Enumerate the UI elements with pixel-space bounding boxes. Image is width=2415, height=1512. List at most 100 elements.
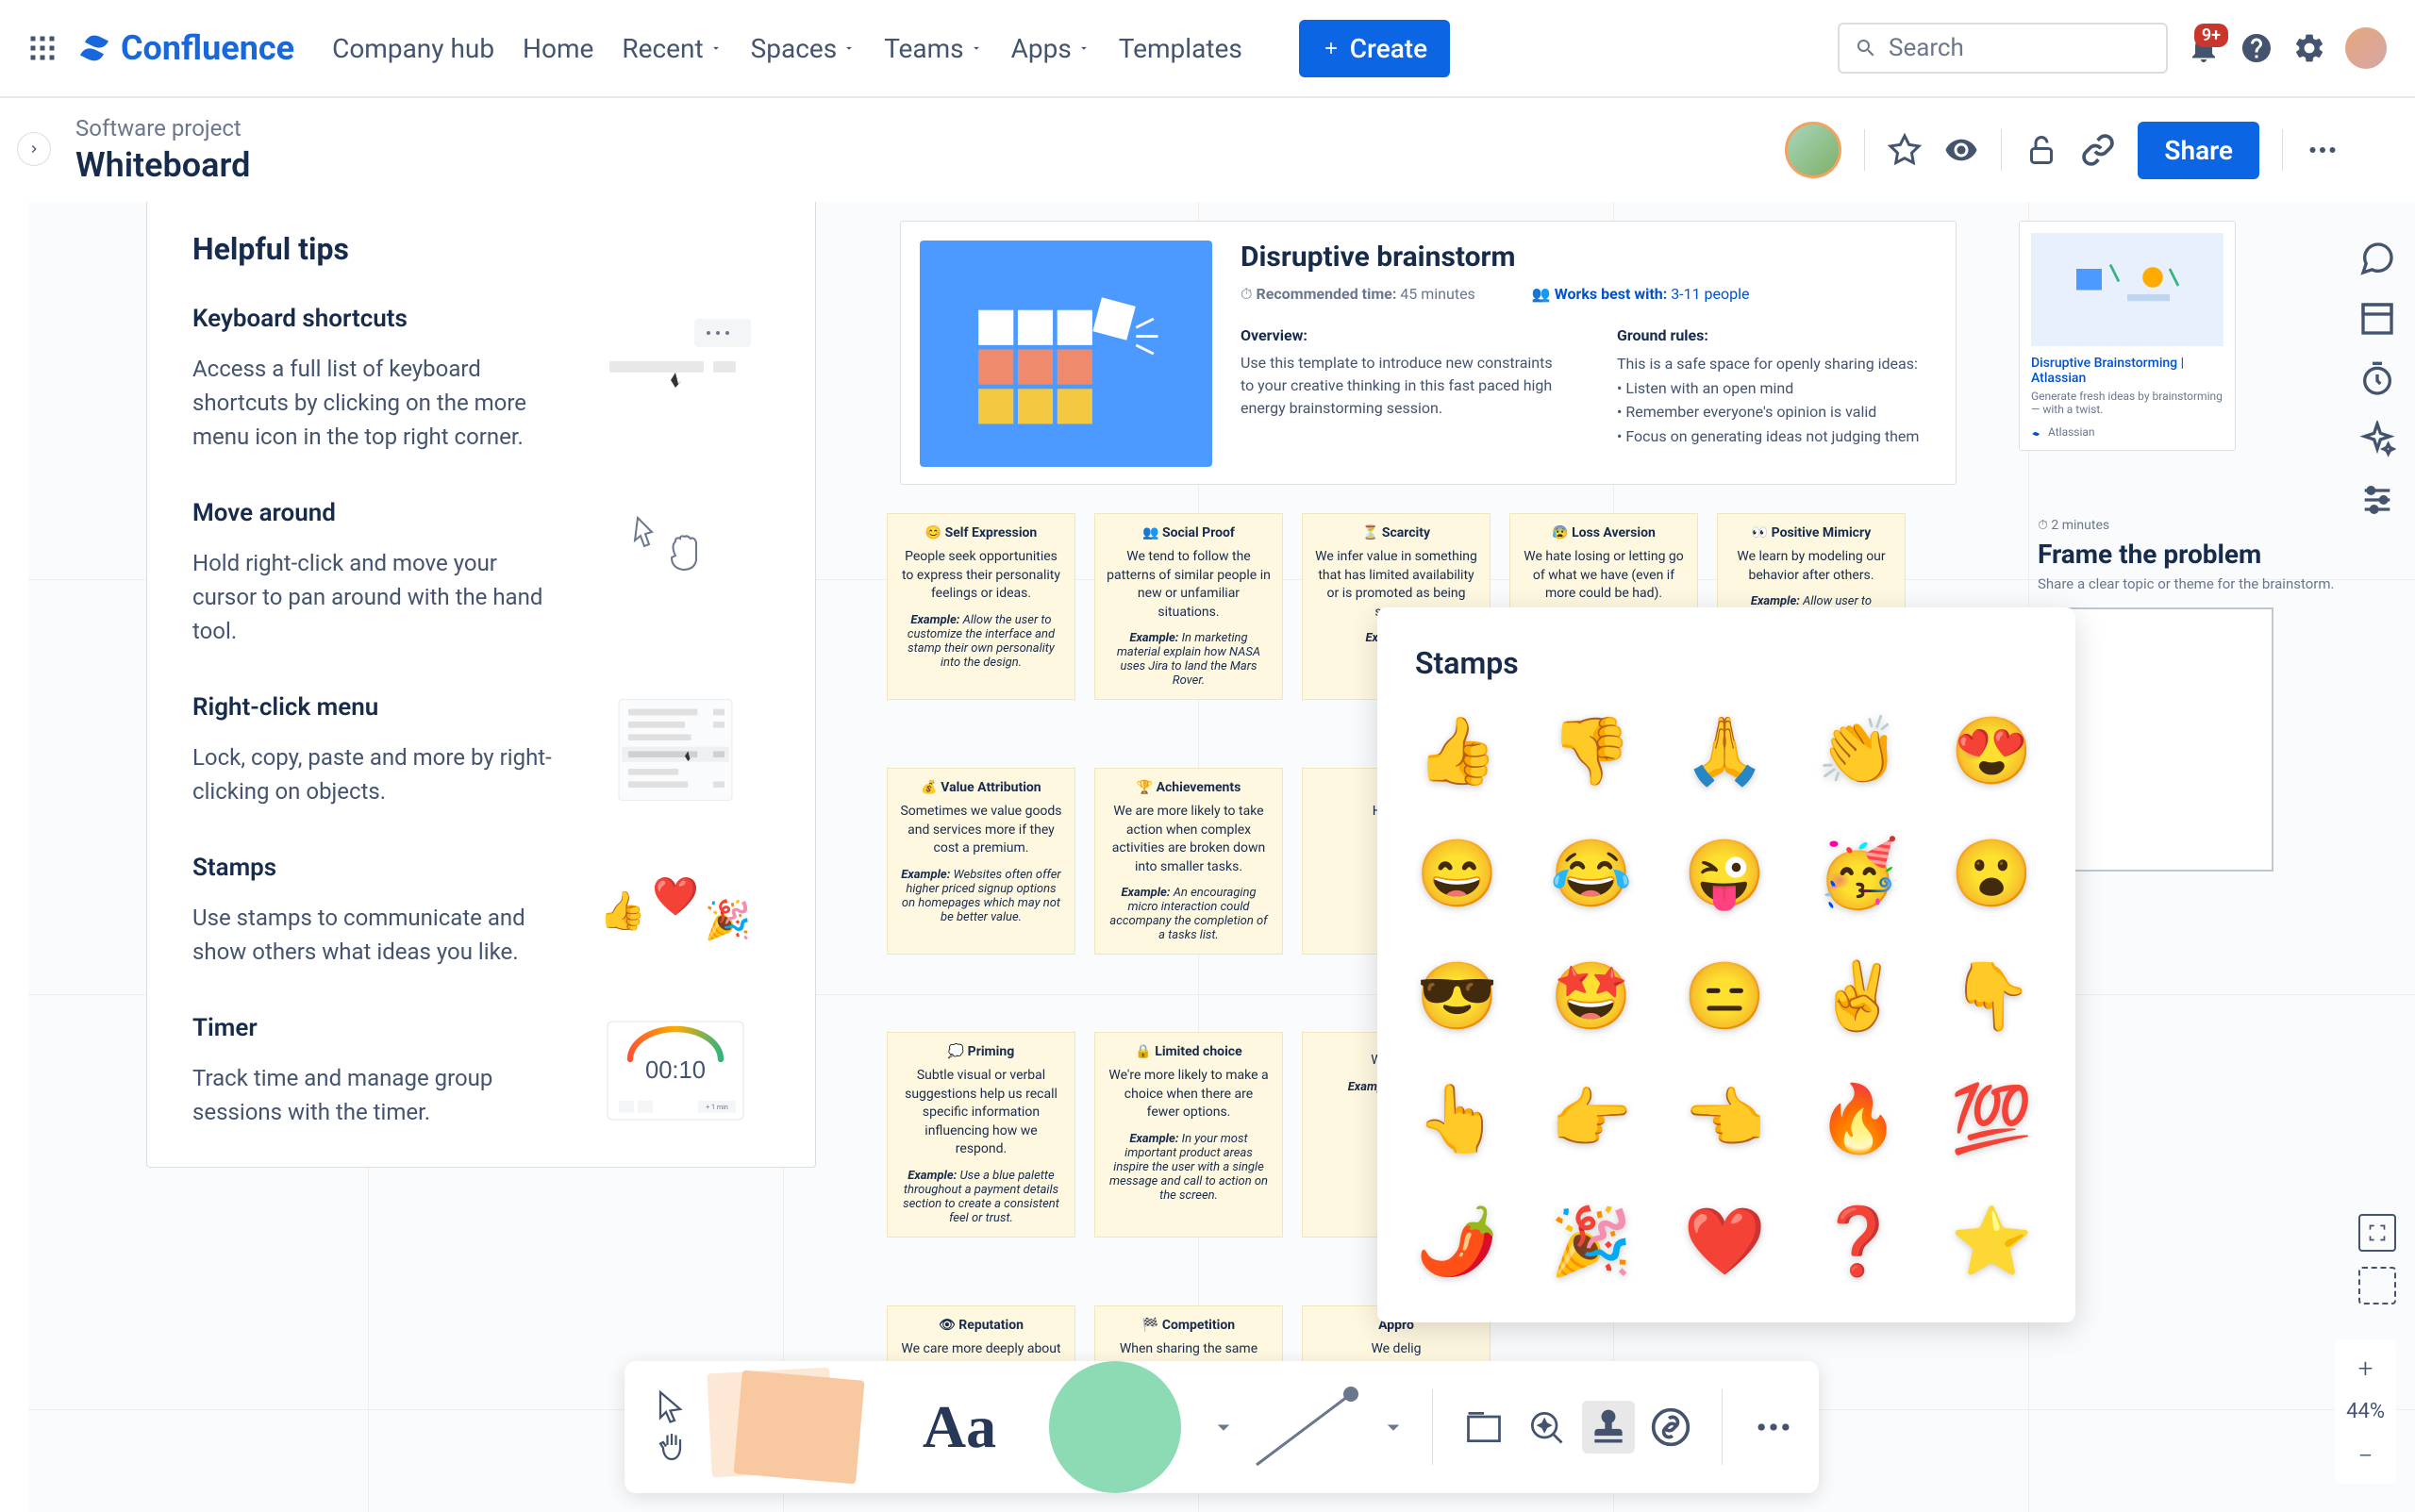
- atlassian-icon: [2031, 426, 2042, 438]
- lock-icon[interactable]: [2024, 133, 2058, 167]
- stamps-illustration: 👍❤️🎉: [581, 854, 770, 967]
- bottom-toolbar: Aa: [625, 1361, 1819, 1493]
- stamp-emoji[interactable]: 🙏: [1682, 709, 1767, 794]
- shape-tool[interactable]: [1040, 1371, 1200, 1484]
- chevron-down-icon: [842, 42, 856, 55]
- sticky-note[interactable]: 👥 Social Proof We tend to follow the pat…: [1094, 513, 1283, 700]
- stamp-emoji[interactable]: 😜: [1682, 832, 1767, 917]
- tip-right-click: Right-click menu Lock, copy, paste and m…: [192, 693, 770, 808]
- whiteboard-canvas[interactable]: Helpful tips Keyboard shortcuts Access a…: [28, 202, 2415, 1512]
- stamp-emoji[interactable]: 😑: [1682, 955, 1767, 1039]
- ai-icon[interactable]: [2358, 421, 2396, 458]
- stamp-emoji[interactable]: 👎: [1549, 709, 1634, 794]
- nav-spaces[interactable]: Spaces: [751, 33, 857, 64]
- template-link-card[interactable]: Disruptive Brainstorming | Atlassian Gen…: [2019, 221, 2236, 451]
- tip-keyboard-shortcuts: Keyboard shortcuts Access a full list of…: [192, 305, 770, 454]
- sliders-icon[interactable]: [2358, 481, 2396, 519]
- stamp-emoji[interactable]: 🔥: [1816, 1077, 1901, 1162]
- stamp-emoji[interactable]: 🌶️: [1415, 1200, 1500, 1285]
- text-tool[interactable]: Aa: [889, 1380, 1030, 1474]
- timer-illustration: 00:10+ 1 min: [581, 1014, 770, 1127]
- hand-tool-icon[interactable]: [655, 1431, 689, 1465]
- move-illustration: [581, 499, 770, 612]
- comment-icon[interactable]: [2358, 240, 2396, 277]
- shortcuts-illustration: [581, 305, 770, 418]
- zoom-in-button[interactable]: +: [2349, 1351, 2383, 1385]
- sticky-note[interactable]: 💰 Value Attribution Sometimes we value g…: [887, 768, 1075, 955]
- app-switcher-icon[interactable]: [28, 34, 57, 62]
- stamp-emoji[interactable]: 🥳: [1816, 832, 1901, 917]
- stamp-emoji[interactable]: ❤️: [1682, 1200, 1767, 1285]
- breadcrumb[interactable]: Software project: [75, 115, 250, 141]
- stamp-emoji[interactable]: ⭐: [1949, 1200, 2034, 1285]
- nav-items: Company hub Home Recent Spaces Teams App…: [332, 20, 1450, 77]
- chevron-down-icon: [970, 42, 983, 55]
- presence-avatar[interactable]: [1785, 122, 1841, 178]
- user-avatar[interactable]: [2345, 27, 2387, 69]
- stamp-emoji[interactable]: 👆: [1415, 1077, 1500, 1162]
- link-tool[interactable]: [1644, 1401, 1697, 1454]
- stamp-tool[interactable]: [1582, 1401, 1635, 1454]
- confluence-logo[interactable]: Confluence: [75, 28, 294, 68]
- search-input[interactable]: Search: [1838, 23, 2168, 74]
- create-button[interactable]: Create: [1299, 20, 1450, 77]
- nav-teams[interactable]: Teams: [884, 33, 982, 64]
- stamp-emoji[interactable]: 👍: [1415, 709, 1500, 794]
- line-tool[interactable]: [1247, 1380, 1370, 1474]
- shape-dropdown-icon[interactable]: [1209, 1413, 1238, 1441]
- stamp-emoji[interactable]: 😂: [1549, 832, 1634, 917]
- stamps-grid: 👍 👎 🙏 👏 😍 😄 😂 😜 🥳 😮 😎 🤩 😑 ✌️ 👇 👆 👉 👈 🔥 💯 🌶️ 🎉 ❤️ ❓ ⭐: [1415, 709, 2038, 1285]
- search-icon: [1855, 37, 1877, 59]
- nav-recent[interactable]: Recent: [622, 33, 722, 64]
- zoom-percentage[interactable]: 44%: [2346, 1400, 2385, 1423]
- stamp-emoji[interactable]: ❓: [1816, 1200, 1901, 1285]
- watch-icon[interactable]: [1944, 133, 1978, 167]
- tip-move-around: Move around Hold right-click and move yo…: [192, 499, 770, 648]
- link-icon[interactable]: [2081, 133, 2115, 167]
- fit-to-screen-button[interactable]: [2358, 1214, 2396, 1252]
- sticky-note[interactable]: 😊 Self Expression People seek opportunit…: [887, 513, 1075, 700]
- sticky-note[interactable]: 🔒 Limited choice We're more likely to ma…: [1094, 1032, 1283, 1238]
- sticky-note-tool[interactable]: [709, 1371, 879, 1484]
- stamp-emoji[interactable]: 👈: [1682, 1077, 1767, 1162]
- stamp-emoji[interactable]: ✌️: [1816, 955, 1901, 1039]
- nav-company-hub[interactable]: Company hub: [332, 33, 494, 64]
- zoom-out-button[interactable]: −: [2349, 1438, 2383, 1472]
- sticky-note[interactable]: 🏆 Achievements We are more likely to tak…: [1094, 768, 1283, 955]
- stamp-emoji[interactable]: 👇: [1949, 955, 2034, 1039]
- section-tool[interactable]: [1457, 1401, 1510, 1454]
- settings-icon[interactable]: [2292, 31, 2326, 65]
- nav-apps[interactable]: Apps: [1011, 33, 1091, 64]
- frame-icon[interactable]: [2358, 300, 2396, 338]
- notifications-button[interactable]: 9+: [2187, 31, 2221, 65]
- timer-icon[interactable]: [2358, 360, 2396, 398]
- stamp-emoji[interactable]: 🎉: [1549, 1200, 1634, 1285]
- line-dropdown-icon[interactable]: [1379, 1413, 1407, 1441]
- stamp-emoji[interactable]: 😎: [1415, 955, 1500, 1039]
- pointer-tool-icon[interactable]: [655, 1389, 689, 1423]
- stamp-emoji[interactable]: 😮: [1949, 832, 2034, 917]
- star-icon[interactable]: [1888, 133, 1922, 167]
- more-tools[interactable]: [1747, 1401, 1800, 1454]
- share-button[interactable]: Share: [2138, 122, 2259, 179]
- help-icon[interactable]: [2240, 31, 2273, 65]
- stamp-emoji[interactable]: 🤩: [1549, 955, 1634, 1039]
- chevron-down-icon: [709, 42, 723, 55]
- zoom-controls: + 44% −: [2335, 1339, 2396, 1484]
- more-icon[interactable]: [2306, 133, 2340, 167]
- stamp-emoji[interactable]: 😍: [1949, 709, 2034, 794]
- expand-sidebar-button[interactable]: [17, 132, 51, 166]
- brainstorm-image: [920, 241, 1212, 467]
- stamp-emoji[interactable]: 😄: [1415, 832, 1500, 917]
- chevron-down-icon: [1077, 42, 1091, 55]
- nav-templates[interactable]: Templates: [1119, 33, 1242, 64]
- stamp-emoji[interactable]: 💯: [1949, 1077, 2034, 1162]
- stamp-emoji[interactable]: 👏: [1816, 709, 1901, 794]
- smart-tool[interactable]: [1520, 1401, 1573, 1454]
- nav-home[interactable]: Home: [523, 33, 593, 64]
- page-title: Whiteboard: [75, 145, 250, 185]
- tip-stamps: Stamps Use stamps to communicate and sho…: [192, 854, 770, 969]
- stamp-emoji[interactable]: 👉: [1549, 1077, 1634, 1162]
- zoom-area-button[interactable]: [2358, 1267, 2396, 1304]
- sticky-note[interactable]: 💭 Priming Subtle visual or verbal sugges…: [887, 1032, 1075, 1238]
